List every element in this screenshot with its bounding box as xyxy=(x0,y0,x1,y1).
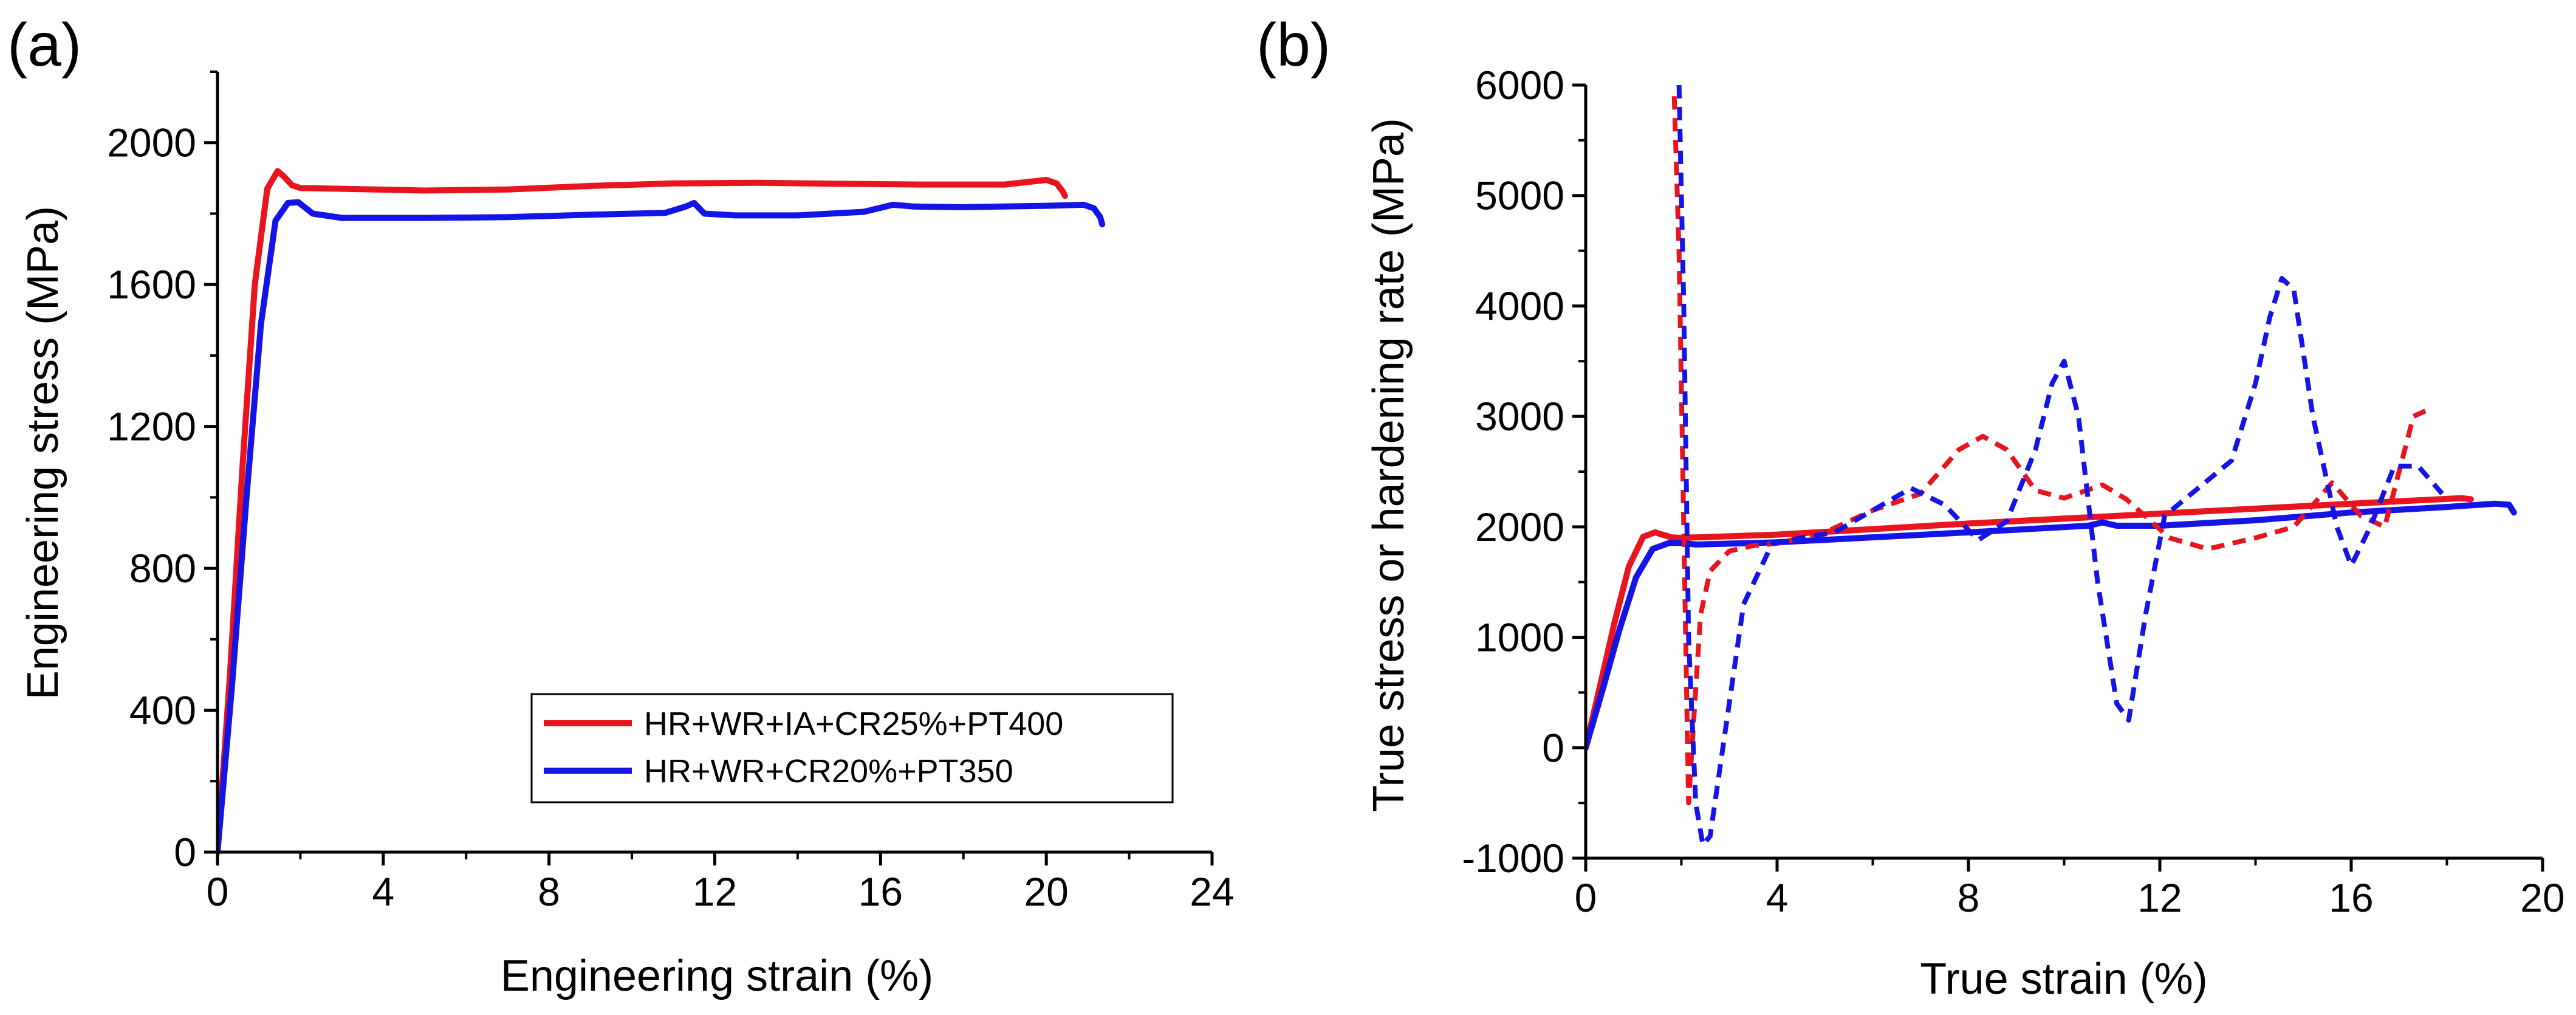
series-hardening-blue xyxy=(1676,84,2444,848)
panel-a-ylabel: Engineering stress (MPa) xyxy=(19,206,67,700)
x-tick-label: 4 xyxy=(1766,875,1789,920)
panel-b-label: (b) xyxy=(1256,11,1331,79)
x-tick-label: 8 xyxy=(1958,875,1980,920)
y-tick-label: 400 xyxy=(129,688,196,733)
y-tick-label: 1600 xyxy=(107,262,196,307)
panel-a: (a) 0 4 8 12 16 20 24 0 400 800 1200 1600 2000 Engin… xyxy=(7,11,1235,1000)
x-tick-label: 16 xyxy=(858,869,903,914)
y-tick-label: 800 xyxy=(129,546,196,591)
x-tick-label: 0 xyxy=(1575,875,1597,920)
x-tick-label: 20 xyxy=(1024,869,1068,914)
series-stress-red xyxy=(218,168,1068,855)
x-tick-label: 12 xyxy=(693,869,737,914)
y-tick-label: 0 xyxy=(1542,725,1564,770)
x-tick-label: 4 xyxy=(372,869,394,914)
x-tick-label: 12 xyxy=(2137,875,2182,920)
y-tick-label: 0 xyxy=(174,830,196,875)
y-tick-label: 1200 xyxy=(107,404,196,449)
panel-b-ylabel: True stress or hardening rate (MPa) xyxy=(1365,118,1413,812)
legend-entry-red: HR+WR+IA+CR25%+PT400 xyxy=(644,706,1063,742)
panel-a-label: (a) xyxy=(7,11,81,79)
series-stress-red xyxy=(1586,495,2474,751)
panel-b-xlabel: True strain (%) xyxy=(1920,955,2207,1003)
y-tick-label: 5000 xyxy=(1475,173,1564,218)
y-tick-label: 2000 xyxy=(1475,504,1564,549)
x-tick-label: 24 xyxy=(1190,869,1234,914)
panel-a-plot-area: 0 4 8 12 16 20 24 0 400 800 1200 1600 2000 xyxy=(107,71,1235,914)
series-stress-blue xyxy=(1586,500,2517,751)
y-tick-label: -1000 xyxy=(1462,836,1564,881)
legend-box xyxy=(530,693,1174,803)
y-tick-label: 3000 xyxy=(1475,394,1564,439)
x-tick-label: 20 xyxy=(2520,875,2564,920)
y-tick-label: 4000 xyxy=(1475,283,1564,328)
panel-a-legend: HR+WR+IA+CR25%+PT400 HR+WR+CR20%+PT350 xyxy=(530,693,1174,803)
y-tick-label: 2000 xyxy=(107,120,196,165)
series-stress-blue xyxy=(218,199,1106,855)
y-tick-label: 1000 xyxy=(1475,615,1564,660)
panel-b: (b) 0 4 8 12 16 20-10000100020003000400050006… xyxy=(1256,11,2565,1003)
y-tick-label: 6000 xyxy=(1475,63,1564,108)
x-tick-label: 16 xyxy=(2329,875,2373,920)
x-tick-label: 0 xyxy=(207,869,229,914)
x-tick-label: 8 xyxy=(538,869,560,914)
series-hardening-red xyxy=(1671,96,2427,806)
legend-entry-blue: HR+WR+CR20%+PT350 xyxy=(644,753,1013,790)
panel-a-xlabel: Engineering strain (%) xyxy=(501,952,933,1000)
